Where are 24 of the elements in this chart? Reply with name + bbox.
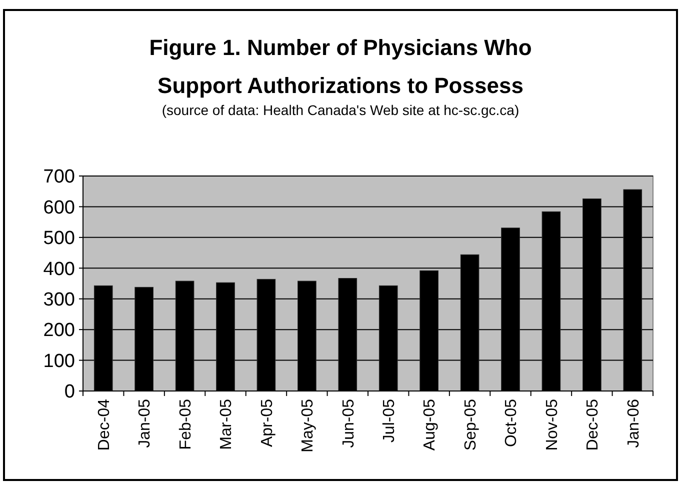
x-tick-label: Jan-06 (625, 398, 642, 448)
y-tick-label: 0 (64, 382, 75, 403)
y-tick-label: 500 (43, 228, 75, 250)
y-tick-label: 400 (43, 258, 75, 280)
y-tick-label: 100 (43, 350, 75, 372)
y-tick-label: 700 (43, 166, 75, 188)
x-tick-label: Dec-05 (584, 398, 602, 451)
x-tick-label: Jun-05 (340, 398, 358, 448)
x-tick-label: Oct-05 (503, 398, 520, 448)
chart-subtitle: (source of data: Health Canada's Web site at hc-sc.gc.ca) (162, 102, 520, 118)
x-tick-label: Nov-05 (544, 398, 561, 451)
x-tick-label: Feb-05 (177, 398, 194, 450)
x-tick-label: Sep-05 (462, 398, 480, 451)
y-tick-label: 300 (43, 290, 75, 311)
x-tick-label: Aug-05 (422, 398, 439, 451)
x-tick-label: May-05 (300, 398, 317, 452)
x-tick-label: Jul-05 (380, 398, 398, 443)
x-tick-label: Mar-05 (218, 398, 236, 450)
chart-title: Figure 1. Number of Physicians Who Support Authorizations to Possess (149, 35, 532, 98)
y-tick-label: 200 (43, 320, 75, 342)
y-tick-label: 600 (43, 197, 75, 218)
x-tick-label: Jan-05 (136, 398, 154, 448)
x-tick-label: Dec-04 (96, 398, 113, 451)
x-tick-label: Apr-05 (258, 398, 276, 448)
